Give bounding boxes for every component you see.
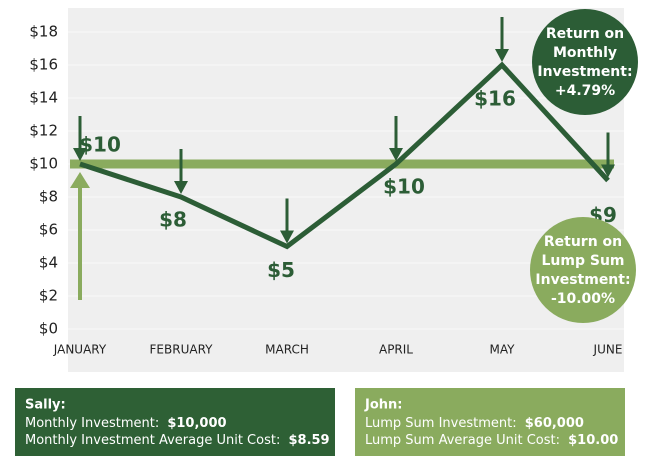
annotation-text: Return on [546,26,624,42]
annotation-text: Investment: [535,272,630,288]
annotation-text: Investment: [537,64,632,80]
data-label: $8 [159,208,187,232]
box-row: Lump Sum Average Unit Cost: $10.00 [365,433,618,448]
row-value: $10,000 [167,416,226,431]
annotation-circle [532,9,638,115]
y-tick-label: $16 [29,56,58,74]
box-row: Lump Sum Investment: $60,000 [365,416,584,431]
y-tick-label: $10 [29,155,58,173]
box-row: Monthly Investment Average Unit Cost: $8… [25,433,330,448]
down-arrow-head [73,148,87,161]
x-tick-label: JUNE [593,343,623,357]
y-tick-label: $4 [39,254,58,272]
annotation-text: +4.79% [555,83,615,99]
y-tick-label: $18 [29,23,58,41]
y-tick-label: $6 [39,221,58,239]
down-arrow-head [495,49,509,62]
box-title: John: [364,398,402,413]
box-row: Monthly Investment: $10,000 [25,416,227,431]
x-tick-label: MAY [490,343,516,357]
up-arrow-head [70,172,90,188]
data-label: $10 [79,133,121,157]
annotation-text: -10.00% [551,291,615,307]
annotation-circle [530,217,636,323]
y-tick-label: $12 [29,122,58,140]
y-tick-label: $0 [39,320,58,338]
down-arrow-head [174,181,188,194]
annotation-text: Lump Sum [541,253,624,269]
down-arrow-head [601,164,615,178]
data-label: $5 [267,258,295,282]
row-value: $60,000 [525,416,584,431]
y-tick-label: $8 [39,188,58,206]
box-title: Sally: [25,398,66,413]
x-tick-label: APRIL [379,343,413,357]
y-tick-label: $2 [39,287,58,305]
x-tick-label: MARCH [265,343,309,357]
info-box [355,388,625,456]
data-label: $16 [474,87,516,111]
row-label: Lump Sum Average Unit Cost: [365,433,564,448]
line-series [79,61,610,250]
down-arrow-head [389,148,403,161]
info-box [15,388,335,456]
x-tick-label: FEBRUARY [150,343,214,357]
x-tick-label: JANUARY [53,343,107,357]
annotation-text: Monthly [553,45,617,61]
annotation-text: Return on [544,234,622,250]
data-label: $10 [383,175,425,199]
y-tick-label: $14 [29,89,58,107]
row-value: $8.59 [288,433,329,448]
row-label: Lump Sum Investment: [365,416,521,431]
down-arrow-head [280,230,294,244]
row-value: $10.00 [568,433,618,448]
row-label: Monthly Investment Average Unit Cost: [25,433,284,448]
row-label: Monthly Investment: [25,416,163,431]
